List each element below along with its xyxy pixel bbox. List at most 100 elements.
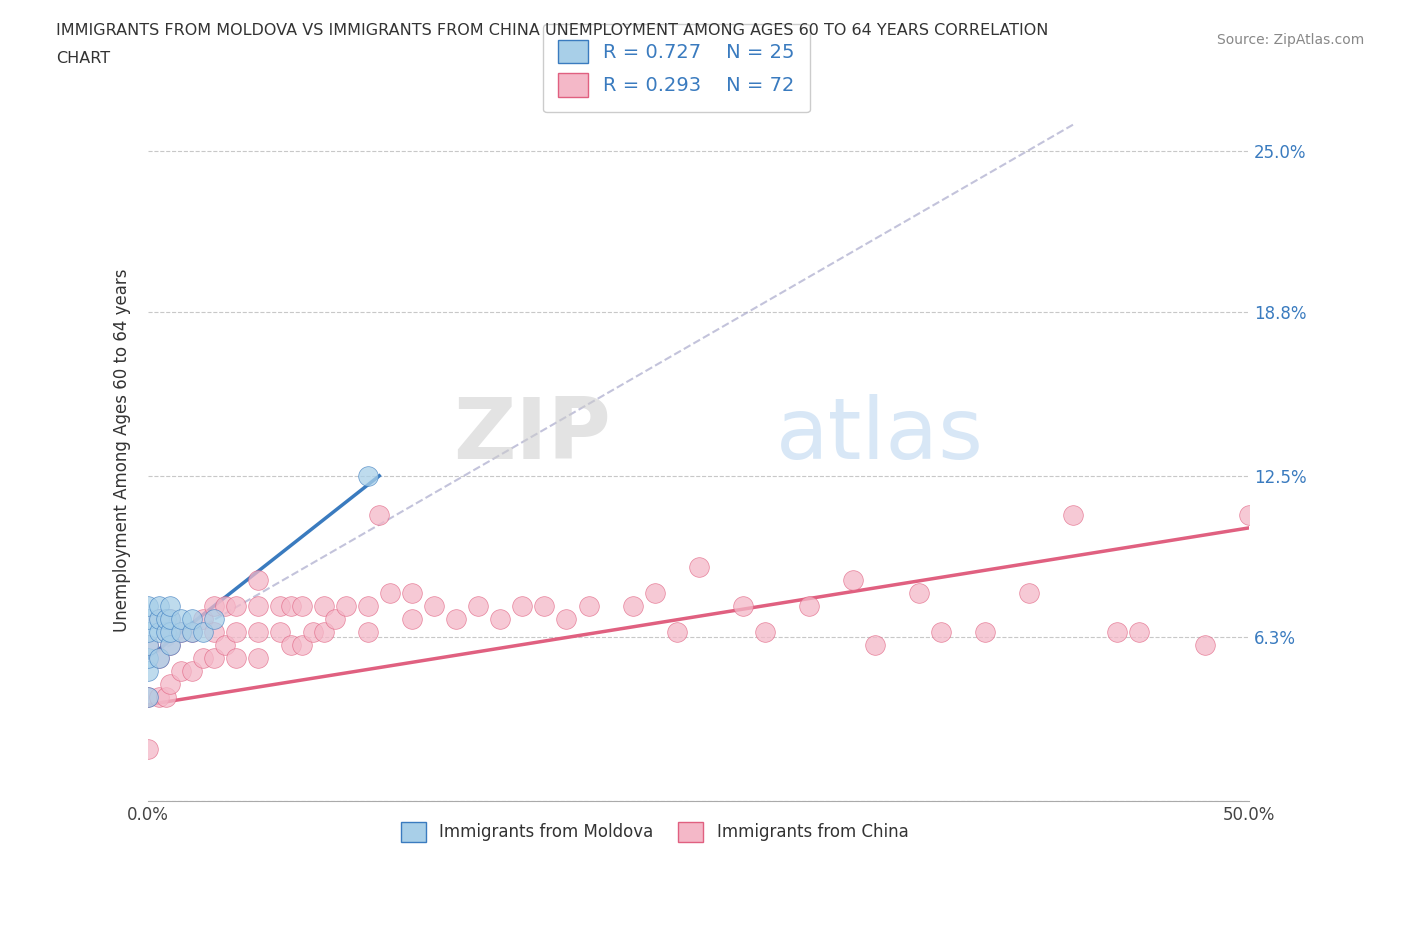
Point bbox=[1237, 508, 1260, 523]
Point bbox=[357, 624, 380, 639]
Point bbox=[159, 611, 181, 626]
Text: atlas: atlas bbox=[776, 394, 984, 477]
Point bbox=[181, 624, 204, 639]
Point bbox=[155, 624, 177, 639]
Point bbox=[269, 598, 291, 613]
Point bbox=[148, 598, 170, 613]
Point bbox=[136, 689, 159, 704]
Point bbox=[181, 663, 204, 678]
Point bbox=[314, 624, 336, 639]
Point bbox=[247, 624, 270, 639]
Point bbox=[159, 637, 181, 652]
Point bbox=[202, 650, 225, 665]
Point bbox=[148, 611, 170, 626]
Point bbox=[335, 598, 357, 613]
Point bbox=[136, 598, 159, 613]
Point bbox=[533, 598, 555, 613]
Point bbox=[1128, 624, 1150, 639]
Point bbox=[136, 741, 159, 756]
Point bbox=[621, 598, 644, 613]
Point bbox=[401, 585, 423, 600]
Point bbox=[973, 624, 995, 639]
Point bbox=[136, 689, 159, 704]
Point bbox=[247, 573, 270, 588]
Point bbox=[191, 611, 214, 626]
Point bbox=[181, 611, 204, 626]
Point bbox=[225, 598, 247, 613]
Point bbox=[357, 469, 380, 484]
Point bbox=[155, 611, 177, 626]
Point bbox=[842, 573, 865, 588]
Point bbox=[155, 689, 177, 704]
Point bbox=[357, 598, 380, 613]
Point bbox=[665, 624, 688, 639]
Point bbox=[159, 611, 181, 626]
Point bbox=[191, 624, 214, 639]
Point bbox=[368, 508, 391, 523]
Point bbox=[225, 624, 247, 639]
Point bbox=[159, 624, 181, 639]
Point bbox=[148, 650, 170, 665]
Point bbox=[929, 624, 952, 639]
Point bbox=[644, 585, 666, 600]
Point bbox=[269, 624, 291, 639]
Point bbox=[136, 650, 159, 665]
Point bbox=[148, 689, 170, 704]
Point bbox=[170, 624, 193, 639]
Point bbox=[1018, 585, 1040, 600]
Point bbox=[136, 611, 159, 626]
Y-axis label: Unemployment Among Ages 60 to 64 years: Unemployment Among Ages 60 to 64 years bbox=[114, 268, 131, 631]
Point bbox=[401, 611, 423, 626]
Point bbox=[159, 637, 181, 652]
Point bbox=[202, 611, 225, 626]
Point bbox=[578, 598, 600, 613]
Point bbox=[1062, 508, 1084, 523]
Text: ZIP: ZIP bbox=[453, 394, 610, 477]
Point bbox=[512, 598, 534, 613]
Point bbox=[280, 637, 302, 652]
Point bbox=[181, 624, 204, 639]
Point bbox=[225, 650, 247, 665]
Text: Source: ZipAtlas.com: Source: ZipAtlas.com bbox=[1216, 33, 1364, 46]
Point bbox=[863, 637, 886, 652]
Point bbox=[214, 637, 236, 652]
Point bbox=[1105, 624, 1128, 639]
Point bbox=[754, 624, 776, 639]
Point bbox=[170, 611, 193, 626]
Point bbox=[170, 624, 193, 639]
Point bbox=[136, 663, 159, 678]
Point bbox=[247, 650, 270, 665]
Text: IMMIGRANTS FROM MOLDOVA VS IMMIGRANTS FROM CHINA UNEMPLOYMENT AMONG AGES 60 TO 6: IMMIGRANTS FROM MOLDOVA VS IMMIGRANTS FR… bbox=[56, 23, 1049, 38]
Legend: Immigrants from Moldova, Immigrants from China: Immigrants from Moldova, Immigrants from… bbox=[394, 815, 915, 849]
Point bbox=[159, 676, 181, 691]
Point bbox=[380, 585, 402, 600]
Point bbox=[323, 611, 346, 626]
Point bbox=[731, 598, 754, 613]
Point bbox=[446, 611, 468, 626]
Point bbox=[202, 598, 225, 613]
Point bbox=[148, 650, 170, 665]
Point bbox=[202, 624, 225, 639]
Point bbox=[148, 624, 170, 639]
Point bbox=[214, 598, 236, 613]
Point bbox=[489, 611, 512, 626]
Point bbox=[155, 624, 177, 639]
Point bbox=[247, 598, 270, 613]
Point bbox=[191, 650, 214, 665]
Point bbox=[314, 598, 336, 613]
Point bbox=[908, 585, 931, 600]
Point bbox=[555, 611, 578, 626]
Text: CHART: CHART bbox=[56, 51, 110, 66]
Point bbox=[1194, 637, 1216, 652]
Point bbox=[291, 637, 314, 652]
Point bbox=[136, 637, 159, 652]
Point bbox=[688, 560, 710, 575]
Point bbox=[467, 598, 489, 613]
Point bbox=[291, 598, 314, 613]
Point bbox=[280, 598, 302, 613]
Point bbox=[302, 624, 325, 639]
Point bbox=[136, 624, 159, 639]
Point bbox=[159, 598, 181, 613]
Point bbox=[136, 637, 159, 652]
Point bbox=[797, 598, 820, 613]
